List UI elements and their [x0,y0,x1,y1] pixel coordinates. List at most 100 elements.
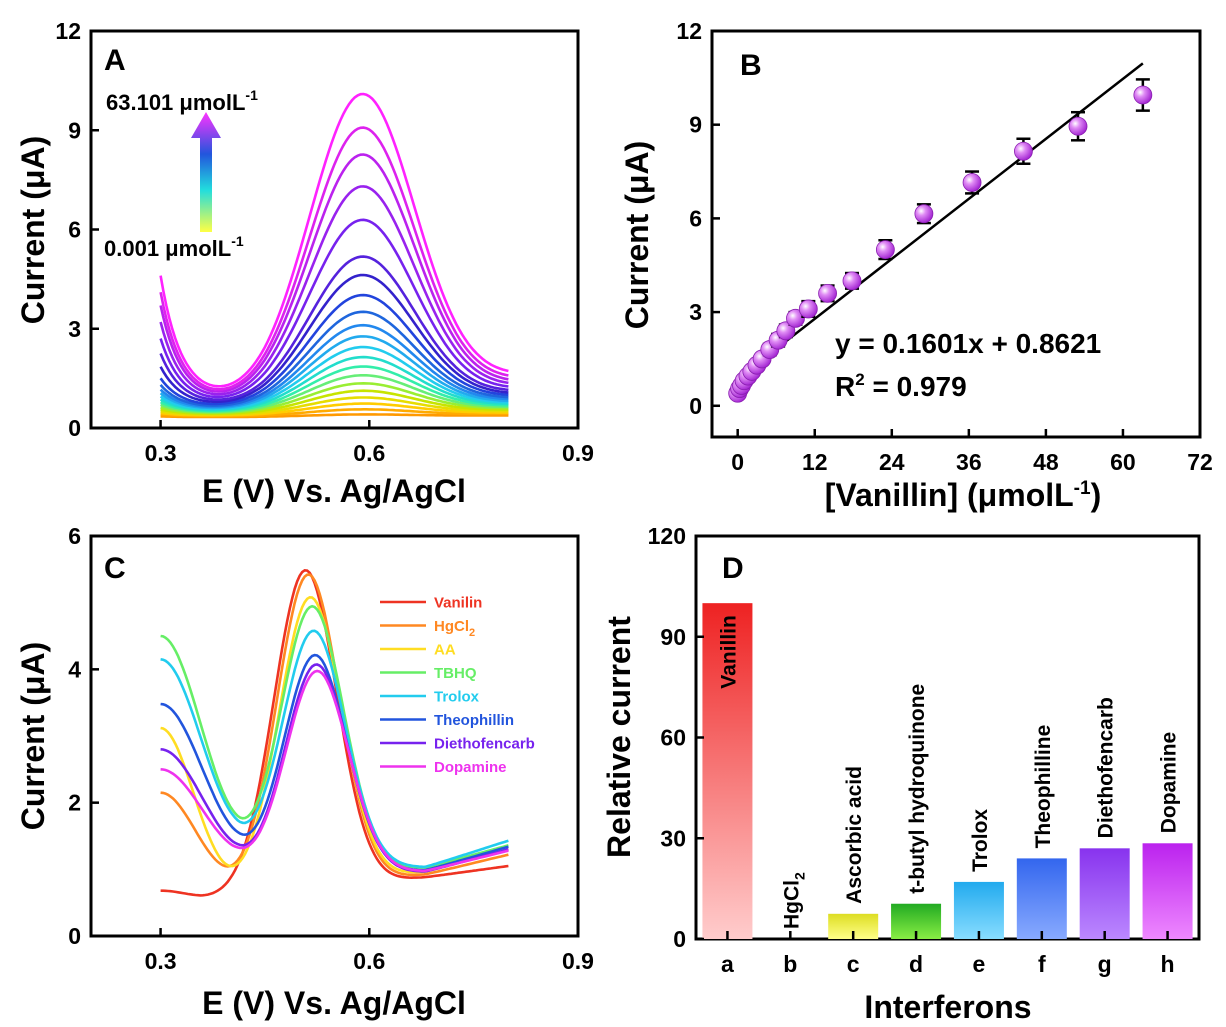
legend-label: Diethofencarb [434,736,535,753]
x-tick-label: 48 [1033,449,1059,475]
y-tick-label: 6 [68,523,81,549]
panel-d: Vanillin HgCl2 Ascorbic acid t-butyl hydroq… [601,523,1201,1025]
x-tick-label: 0.6 [353,440,385,466]
legend-label-text: HgCl [434,618,469,635]
panel-b-point [1133,85,1153,105]
panel-b-point [798,299,818,319]
x-tick-label: 0 [731,449,744,475]
y-tick-label: 4 [68,656,81,682]
panel-b-point [842,271,862,291]
panel-c-curve [160,604,509,869]
panel-a-curves [159,92,509,419]
panel-a-curve [159,92,509,388]
x-tick-label: 24 [879,449,905,475]
y-tick-label: 30 [660,825,686,851]
panel-d-bar-label: Diethofencarb [1095,697,1118,838]
panel-d-bar-label: Theophilline [1032,725,1055,849]
y-tick-label: 6 [68,217,81,243]
x-tick-label: 0.9 [562,440,594,466]
panel-d-ticks: 0 30 60 90 120 a b c d e f g h [648,523,1175,977]
x-tick-label: 0.3 [145,440,177,466]
panel-b-point [1014,141,1033,161]
panel-b-point [962,173,982,192]
panel-a: 0 3 6 9 12 0.3 0.6 0.9 A 63.101 μmolL-1 0.001 μ… [15,18,594,509]
panel-c-letter: C [104,552,126,585]
panel-c-ylabel: Current (μA) [15,642,51,830]
legend-label-text: Diethofencarb [434,736,535,753]
panel-b-point [818,283,837,303]
legend-label: Theophillin [434,712,514,729]
panel-a-curve [159,255,509,401]
panel-d-bar [702,603,753,939]
panel-a-ticks: 0 3 6 9 12 0.3 0.6 0.9 [55,18,594,466]
legend-label: Dopamine [434,759,507,776]
legend-label: Vanilin [434,595,482,612]
x-tick-label: c [847,951,860,977]
y-tick-label: 3 [68,316,81,342]
panel-c-curve [160,629,509,869]
y-tick-label: 2 [68,790,81,816]
legend-label: HgCl2 [434,618,475,639]
x-tick-label: 0.6 [353,948,385,974]
panel-b-xlabel: [Vanillin] (μmolL-1) [825,477,1101,513]
panel-a-annotation-top: 63.101 μmolL-1 [106,87,258,115]
panel-b-equation: y = 0.1601x + 0.8621 [835,328,1101,359]
legend-label: Trolox [434,689,480,706]
panel-a-annotation-bottom: 0.001 μmolL-1 [104,233,244,261]
panel-c-xlabel: E (V) Vs. Ag/AgCl [202,985,466,1021]
panel-b-r-squared: R2 = 0.979 [835,370,967,402]
panel-d-bar [1142,843,1193,939]
panel-d-bar-label-text: Theophilline [1032,725,1055,849]
panel-c-curve [160,669,509,873]
panel-d-bar-label: Dopamine [1158,732,1181,834]
y-tick-label: 12 [55,18,81,44]
panel-d-bar-label: t-butyl hydroquinone [906,684,929,894]
panel-b-point [786,308,805,328]
legend-label: AA [434,642,456,659]
x-tick-label: 60 [1110,449,1136,475]
y-tick-label: 120 [648,523,686,549]
panel-c-frame [89,534,580,938]
x-tick-label: d [909,951,923,977]
panel-a-curve [159,153,509,393]
y-tick-label: 0 [68,415,81,441]
panel-d-xlabel: Interferons [864,989,1031,1025]
legend-label-text: Trolox [434,689,480,706]
panel-d-bars: Vanillin HgCl2 Ascorbic acid t-butyl hydroq… [702,603,1193,939]
legend-label-text: TBHQ [434,665,477,682]
panel-a-curve [159,273,509,404]
panel-a-curve [159,310,509,407]
legend-label-text: Theophillin [434,712,514,729]
legend-label-text: Dopamine [434,759,507,776]
x-tick-label: f [1038,951,1046,977]
panel-a-curve [159,293,509,406]
panel-d-bar [953,881,1004,939]
x-tick-label: e [973,951,986,977]
y-tick-label: 0 [689,393,702,419]
panel-d-bar-label: Ascorbic acid [843,766,866,904]
x-tick-label: 36 [956,449,982,475]
x-tick-label: b [783,951,797,977]
panel-a-curve [159,126,509,391]
panel-d-bar-label-text: Trolox [969,809,992,872]
panel-d-bar-label-text: Dopamine [1158,732,1181,834]
panel-b-point [914,204,934,224]
y-tick-label: 12 [676,18,702,44]
x-tick-label: 0.3 [145,948,177,974]
x-tick-label: 0.9 [562,948,594,974]
panel-b-point [1068,116,1088,136]
concentration-arrow-icon [191,112,221,232]
panel-a-xlabel: E (V) Vs. Ag/AgCl [202,473,466,509]
y-tick-label: 60 [660,725,686,751]
panel-d-bar-label-subscript: 2 [791,872,807,880]
y-tick-label: 0 [673,926,686,952]
panel-d-ylabel: Relative current [601,616,637,858]
x-tick-label: a [721,951,734,977]
panel-d-letter: D [722,552,744,585]
legend-label-text: AA [434,642,456,659]
panel-d-bar-label-text: HgCl [780,880,803,929]
panel-c-ticks: 0 2 4 6 0.3 0.6 0.9 [68,523,594,974]
panel-d-bar-label-text: t-butyl hydroquinone [906,684,929,894]
panel-d-bar-label: HgCl2 [780,872,807,929]
